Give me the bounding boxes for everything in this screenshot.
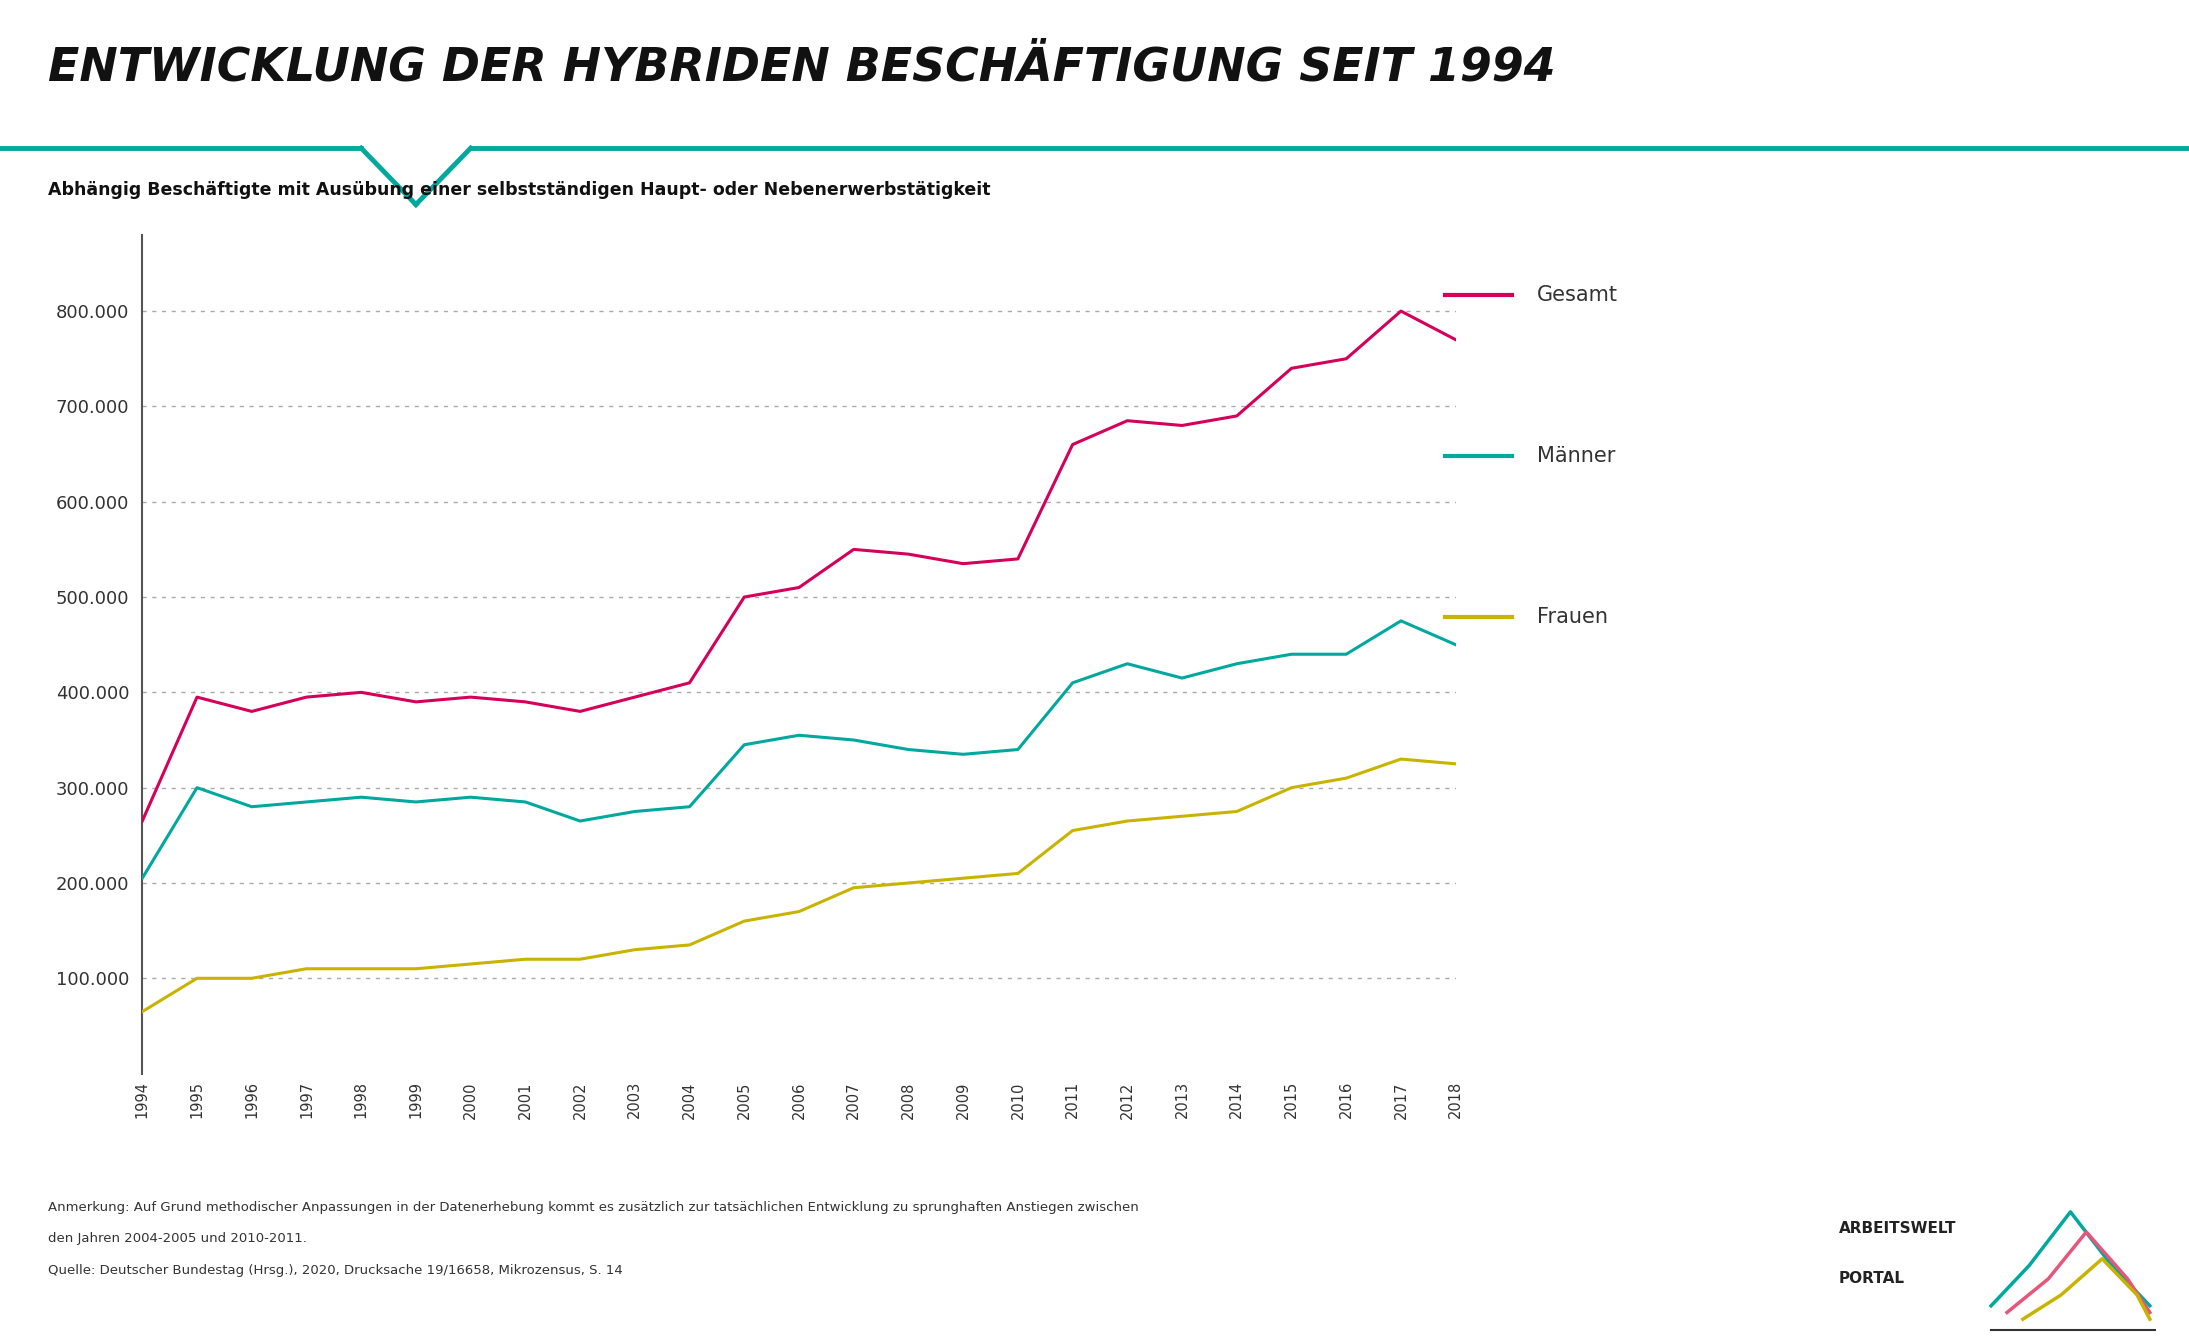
Text: Quelle: Deutscher Bundestag (Hrsg.), 2020, Drucksache 19/16658, Mikrozensus, S. : Quelle: Deutscher Bundestag (Hrsg.), 202… [48, 1264, 624, 1278]
Text: PORTAL: PORTAL [1839, 1271, 1904, 1286]
Text: Abhängig Beschäftigte mit Ausübung einer selbstständigen Haupt- oder Nebenerwerb: Abhängig Beschäftigte mit Ausübung einer… [48, 181, 992, 199]
Text: Anmerkung: Auf Grund methodischer Anpassungen in der Datenerhebung kommt es zusä: Anmerkung: Auf Grund methodischer Anpass… [48, 1201, 1138, 1215]
Text: Männer: Männer [1537, 447, 1615, 466]
Text: Gesamt: Gesamt [1537, 286, 1618, 305]
Text: ENTWICKLUNG DER HYBRIDEN BESCHÄFTIGUNG SEIT 1994: ENTWICKLUNG DER HYBRIDEN BESCHÄFTIGUNG S… [48, 46, 1556, 90]
Text: Frauen: Frauen [1537, 608, 1607, 627]
Text: den Jahren 2004-2005 und 2010-2011.: den Jahren 2004-2005 und 2010-2011. [48, 1232, 306, 1245]
Text: ARBEITSWELT: ARBEITSWELT [1839, 1221, 1957, 1236]
